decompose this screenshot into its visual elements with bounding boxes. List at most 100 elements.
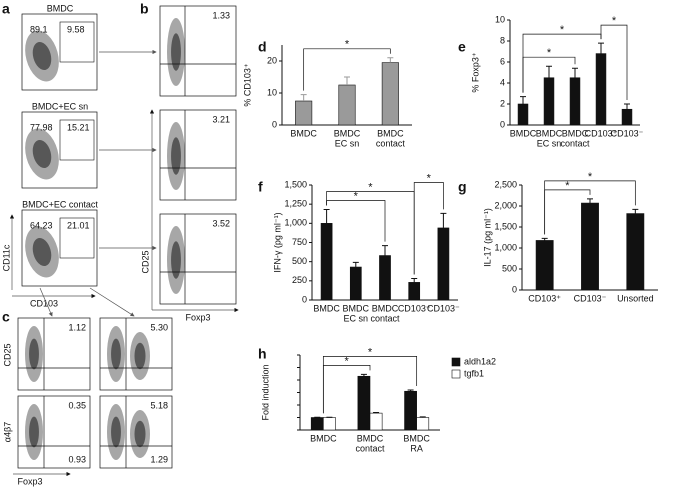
- x-tick-label: contact: [355, 443, 385, 453]
- bar: [518, 104, 528, 125]
- quadrant-value: 0.35: [68, 400, 86, 410]
- gate-value: 89.1: [30, 24, 48, 34]
- significance-label: *: [565, 180, 570, 192]
- y-tick-label: 0: [272, 119, 277, 129]
- bar: [379, 256, 390, 300]
- gate-value: 9.58: [67, 24, 85, 34]
- cell-core: [135, 421, 146, 447]
- y-axis-label: IFN-γ (pg ml⁻¹): [272, 212, 282, 272]
- error-bar: [520, 97, 526, 104]
- x-tick-label: CD103⁺: [398, 303, 431, 313]
- y-tick-label: 0: [302, 294, 307, 304]
- quadrant-value: 3.52: [212, 218, 230, 228]
- cell-core: [29, 417, 39, 448]
- x-tick-label: EC sn: [335, 138, 360, 148]
- bar: [536, 240, 553, 290]
- legend-swatch: [452, 358, 460, 366]
- x-axis-label: CD103: [30, 298, 58, 308]
- error-bar: [572, 68, 578, 77]
- error-bar: [353, 262, 359, 267]
- y-tick-label: 10: [267, 87, 277, 97]
- gate-value: 64.23: [30, 220, 53, 230]
- bar: [295, 101, 311, 125]
- x-tick-label: EC sn: [344, 313, 369, 323]
- y-axis-label: α4β7: [2, 422, 12, 442]
- bar: [596, 54, 606, 125]
- error-bar: [440, 213, 446, 228]
- panel-label: b: [140, 1, 149, 17]
- y-tick-label: 1,250: [284, 199, 307, 209]
- quadrant-value: 1.33: [212, 10, 230, 20]
- error-bar: [344, 77, 350, 85]
- significance-label: *: [612, 15, 617, 27]
- x-tick-label: BMDC: [536, 128, 563, 138]
- quadrant-value: 3.21: [212, 114, 230, 124]
- significance-label: *: [560, 24, 565, 36]
- x-tick-label: Unsorted: [617, 293, 654, 303]
- y-axis-label: % Foxp3⁺: [470, 52, 480, 93]
- error-bar: [598, 43, 604, 54]
- bar: [544, 78, 554, 125]
- error-bar: [301, 95, 307, 101]
- x-tick-label: BMDC: [403, 433, 430, 443]
- error-bar: [632, 209, 638, 213]
- y-axis-label: % CD103⁺: [242, 63, 252, 107]
- x-tick-label: CD103⁻: [611, 128, 644, 138]
- bar: [581, 203, 598, 290]
- plot-title: BMDC+EC contact: [22, 199, 98, 209]
- bar: [627, 214, 644, 290]
- bar: [409, 282, 420, 300]
- y-tick-label: 500: [292, 256, 307, 266]
- y-tick-label: 1,000: [284, 218, 307, 228]
- error-bar: [587, 199, 593, 203]
- y-tick-label: 750: [292, 237, 307, 247]
- panel-label: f: [258, 179, 263, 195]
- y-tick-label: 2,500: [494, 179, 517, 189]
- bar: [311, 418, 323, 431]
- y-tick-label: 20: [267, 55, 277, 65]
- y-tick-label: 0: [512, 284, 517, 294]
- y-axis-label: CD25: [140, 250, 150, 273]
- cell-core: [135, 343, 146, 369]
- x-axis-label: Foxp3: [185, 312, 210, 322]
- x-tick-label: contact: [370, 313, 400, 323]
- cell-core: [29, 339, 39, 370]
- significance-label: *: [427, 172, 432, 184]
- legend-label: aldh1a2: [464, 356, 496, 366]
- quadrant-value: 1.12: [68, 322, 86, 332]
- y-axis-label: Fold induction: [260, 364, 270, 420]
- x-tick-label: BMDC: [343, 303, 370, 313]
- cell-core: [171, 241, 181, 278]
- y-tick-label: 10: [495, 14, 505, 24]
- x-tick-label: BMDC: [290, 128, 317, 138]
- x-tick-label: BMDC: [377, 128, 404, 138]
- significance-label: *: [588, 171, 593, 183]
- panel-label: c: [2, 309, 10, 325]
- y-tick-label: 1,000: [494, 242, 517, 252]
- bar: [350, 267, 361, 300]
- x-tick-label: BMDC: [313, 303, 340, 313]
- bar: [323, 418, 335, 431]
- panel-label: e: [458, 39, 466, 55]
- error-bar: [387, 58, 393, 63]
- error-bar: [542, 238, 548, 240]
- bar: [370, 413, 382, 430]
- significance-label: *: [345, 355, 350, 367]
- x-tick-label: CD103⁻: [574, 293, 607, 303]
- cell-core: [171, 33, 181, 70]
- cell-core: [111, 339, 121, 370]
- x-tick-label: BMDC: [372, 303, 399, 313]
- legend-label: tgfb1: [464, 368, 484, 378]
- x-tick-label: BMDC: [310, 433, 337, 443]
- x-tick-label: contact: [560, 138, 590, 148]
- error-bar: [324, 210, 330, 224]
- significance-bracket: [327, 201, 385, 242]
- x-tick-label: contact: [376, 138, 406, 148]
- y-tick-label: 1,500: [284, 179, 307, 189]
- gate-value: 77.98: [30, 122, 53, 132]
- x-tick-label: EC sn: [537, 138, 562, 148]
- error-bar: [382, 246, 388, 256]
- y-tick-label: 2: [500, 98, 505, 108]
